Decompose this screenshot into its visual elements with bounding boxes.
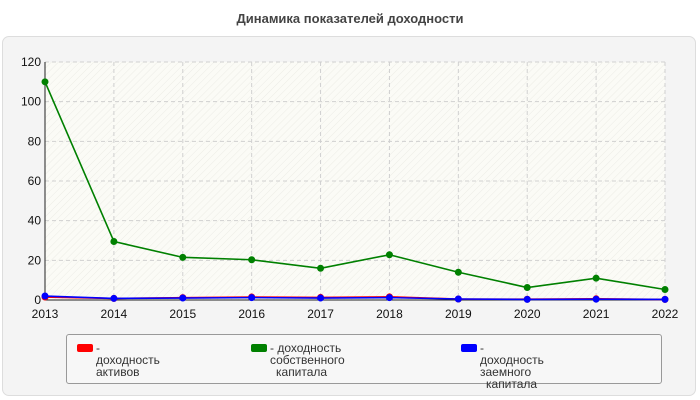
- data-point: [592, 295, 600, 303]
- x-tick-label: 2020: [514, 307, 541, 321]
- data-point: [454, 268, 462, 276]
- series-line: [44, 295, 666, 301]
- data-point: [110, 237, 118, 245]
- legend: - доходность активов - доходность собств…: [66, 334, 662, 390]
- legend-line: доходность собственного: [270, 341, 345, 367]
- legend-swatch-assets: [77, 344, 93, 352]
- y-tick-label: 100: [21, 95, 41, 109]
- legend-line: доходность заемного: [480, 353, 544, 379]
- data-point: [179, 253, 187, 261]
- x-tick-label: 2017: [307, 307, 334, 321]
- series-line: [44, 81, 666, 291]
- legend-line: капитала: [486, 377, 538, 391]
- legend-swatch-debt: [461, 344, 477, 352]
- x-tick-label: 2013: [32, 307, 59, 321]
- legend-line: доходность активов: [96, 353, 160, 379]
- chart-title: Динамика показателей доходности: [236, 11, 464, 26]
- legend-label-debt: - доходность заемного капитала: [480, 342, 544, 390]
- data-point: [523, 295, 531, 303]
- y-tick-label: 120: [21, 55, 41, 69]
- y-tick-label: 60: [28, 174, 42, 188]
- data-point: [248, 256, 256, 264]
- data-point: [592, 274, 600, 282]
- x-tick-label: 2021: [583, 307, 610, 321]
- legend-swatch-equity: [251, 344, 267, 352]
- data-point: [179, 294, 187, 302]
- y-tick-label: 40: [28, 214, 42, 228]
- x-tick-label: 2019: [445, 307, 472, 321]
- data-point: [248, 294, 256, 302]
- x-tick-label: 2018: [376, 307, 403, 321]
- y-tick-label: 0: [34, 293, 41, 307]
- legend-prefix: -: [270, 341, 278, 355]
- data-point: [41, 292, 49, 300]
- data-point: [454, 295, 462, 303]
- x-tick-label: 2016: [238, 307, 265, 321]
- y-tick-label: 80: [28, 134, 42, 148]
- x-tick-label: 2015: [169, 307, 196, 321]
- series-lines: [41, 78, 669, 303]
- data-point: [317, 294, 325, 302]
- x-tick-label: 2022: [652, 307, 679, 321]
- tick-labels: 0 20 40 60 80 100 120 2013 2014 2015 2016 2017 2018 2…: [21, 55, 679, 321]
- data-point: [41, 78, 49, 86]
- legend-label-assets: - доходность активов: [96, 342, 160, 378]
- data-point: [523, 284, 531, 292]
- x-tick-label: 2014: [101, 307, 128, 321]
- data-point: [317, 264, 325, 272]
- y-tick-label: 20: [28, 253, 42, 267]
- legend-line: капитала: [276, 365, 328, 379]
- data-point: [661, 295, 669, 303]
- data-point: [110, 294, 118, 302]
- data-point: [385, 251, 393, 259]
- legend-prefix: -: [96, 341, 100, 355]
- legend-label-equity: - доходность собственного капитала: [270, 342, 345, 378]
- legend-prefix: -: [480, 341, 484, 355]
- data-point: [661, 285, 669, 293]
- data-point: [385, 294, 393, 302]
